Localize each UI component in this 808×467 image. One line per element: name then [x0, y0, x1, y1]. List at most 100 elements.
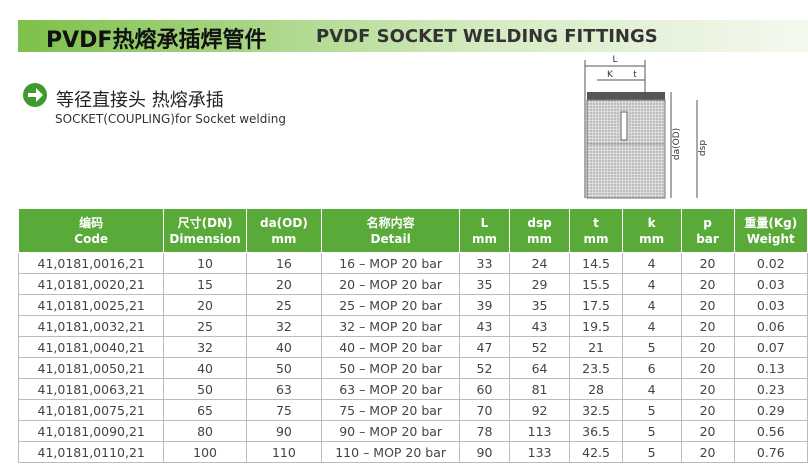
table-cell: 25 — [163, 315, 247, 337]
header-text: 尺寸(DN) — [177, 215, 233, 230]
table-row: 41,0181,0090,21 80 90 90 – MOP 20 bar 78 113 3… — [17, 420, 808, 442]
table-cell: 20 — [680, 336, 735, 358]
header-text: mm — [271, 231, 297, 246]
table-cell: 36.5 — [569, 420, 623, 442]
table-cell: 10 — [163, 252, 247, 274]
spec-table: 编码 Code 尺寸(DN) Dimension da(OD) mm 名称内容 Detail L… — [17, 208, 808, 463]
header-text: k — [647, 215, 656, 230]
table-cell: 0.13 — [733, 357, 808, 379]
header-cell: da(OD) mm — [245, 208, 323, 253]
table-cell: 50 — [163, 378, 247, 400]
table-row: 41,0181,0063,21 50 63 63 – MOP 20 bar 60 81 28… — [17, 378, 808, 400]
table-cell: 20 — [680, 357, 735, 379]
table-cell: 41,0181,0090,21 — [17, 420, 165, 442]
table-cell: 4 — [621, 315, 682, 337]
table-cell: 40 – MOP 20 bar — [321, 336, 461, 358]
table-cell: 5 — [621, 420, 682, 442]
table-cell: 20 — [680, 420, 735, 442]
table-cell: 14.5 — [569, 252, 623, 274]
table-cell: 20 — [680, 315, 735, 337]
table-row: 41,0181,0050,21 40 50 50 – MOP 20 bar 52 64 23… — [17, 357, 808, 379]
table-row: 41,0181,0016,21 10 16 16 – MOP 20 bar 33 24 14… — [17, 252, 808, 274]
table-cell: 4 — [621, 273, 682, 295]
table-cell: 29 — [508, 273, 571, 295]
table-cell: 70 — [459, 399, 510, 421]
table-cell: 60 — [459, 378, 510, 400]
table-cell: 41,0181,0040,21 — [17, 336, 165, 358]
table-row: 41,0181,0020,21 15 20 20 – MOP 20 bar 35 29 15… — [17, 273, 808, 295]
table-cell: 63 — [245, 378, 323, 400]
header-text: 编码 — [79, 215, 104, 230]
table-cell: 20 – MOP 20 bar — [321, 273, 461, 295]
table-cell: 32 — [163, 336, 247, 358]
table-cell: 40 — [163, 357, 247, 379]
table-cell: 25 — [245, 294, 323, 316]
title-en: PVDF SOCKET WELDING FITTINGS — [316, 26, 658, 47]
table-cell: 32.5 — [569, 399, 623, 421]
table-cell: 65 — [163, 399, 247, 421]
table-cell: 16 — [245, 252, 323, 274]
table-cell: 15.5 — [569, 273, 623, 295]
table-cell: 90 — [245, 420, 323, 442]
table-cell: 4 — [621, 294, 682, 316]
table-cell: 50 – MOP 20 bar — [321, 357, 461, 379]
table-cell: 0.06 — [733, 315, 808, 337]
header-cell: p bar — [680, 208, 735, 253]
table-cell: 41,0181,0016,21 — [17, 252, 165, 274]
table-row: 41,0181,0025,21 20 25 25 – MOP 20 bar 39 35 17… — [17, 294, 808, 316]
table-cell: 20 — [680, 378, 735, 400]
header-text: t — [593, 215, 599, 230]
table-cell: 75 — [245, 399, 323, 421]
header-cell: dsp mm — [508, 208, 571, 253]
table-cell: 41,0181,0025,21 — [17, 294, 165, 316]
table-row: 41,0181,0075,21 65 75 75 – MOP 20 bar 70 92 32… — [17, 399, 808, 421]
header-cell: 重量(Kg) Weight — [733, 208, 808, 253]
table-row: 41,0181,0110,21 100 110 110 – MOP 20 bar 90 1… — [17, 441, 808, 463]
table-cell: 35 — [508, 294, 571, 316]
table-cell: 5 — [621, 441, 682, 463]
table-cell: 90 — [459, 441, 510, 463]
table-cell: 6 — [621, 357, 682, 379]
header-cell: k mm — [621, 208, 682, 253]
table-cell: 20 — [163, 294, 247, 316]
table-cell: 0.76 — [733, 441, 808, 463]
table-cell: 81 — [508, 378, 571, 400]
table-cell: 92 — [508, 399, 571, 421]
table-cell: 133 — [508, 441, 571, 463]
header-text: mm — [471, 231, 497, 246]
table-cell: 43 — [508, 315, 571, 337]
header-text: bar — [696, 231, 719, 246]
table-cell: 33 — [459, 252, 510, 274]
table-cell: 32 – MOP 20 bar — [321, 315, 461, 337]
label-k: K — [607, 70, 614, 80]
table-cell: 0.29 — [733, 399, 808, 421]
section-title: 等径直接头 热熔承插 — [56, 90, 224, 111]
table-cell: 20 — [680, 273, 735, 295]
header-text: Weight — [746, 231, 795, 246]
table-cell: 90 – MOP 20 bar — [321, 420, 461, 442]
table-cell: 50 — [245, 357, 323, 379]
table-cell: 110 — [245, 441, 323, 463]
table-cell: 20 — [680, 441, 735, 463]
table-cell: 35 — [459, 273, 510, 295]
table-cell: 0.03 — [733, 273, 808, 295]
header-text: Code — [74, 231, 109, 246]
table-cell: 21 — [569, 336, 623, 358]
table-cell: 41,0181,0032,21 — [17, 315, 165, 337]
table-cell: 0.02 — [733, 252, 808, 274]
table-cell: 23.5 — [569, 357, 623, 379]
header-text: 名称内容 — [366, 215, 415, 230]
table-cell: 47 — [459, 336, 510, 358]
header-text: mm — [583, 231, 609, 246]
table-cell: 52 — [508, 336, 571, 358]
label-t: t — [633, 70, 637, 80]
header-text: Detail — [370, 231, 411, 246]
header-cell: 编码 Code — [17, 208, 165, 253]
label-dsp: dsp — [698, 140, 708, 156]
header-cell: t mm — [569, 208, 623, 253]
header-text: mm — [527, 231, 553, 246]
table-cell: 41,0181,0063,21 — [17, 378, 165, 400]
table-cell: 41,0181,0110,21 — [17, 441, 165, 463]
table-cell: 20 — [245, 273, 323, 295]
table-row: 41,0181,0032,21 25 32 32 – MOP 20 bar 43 43 19… — [17, 315, 808, 337]
